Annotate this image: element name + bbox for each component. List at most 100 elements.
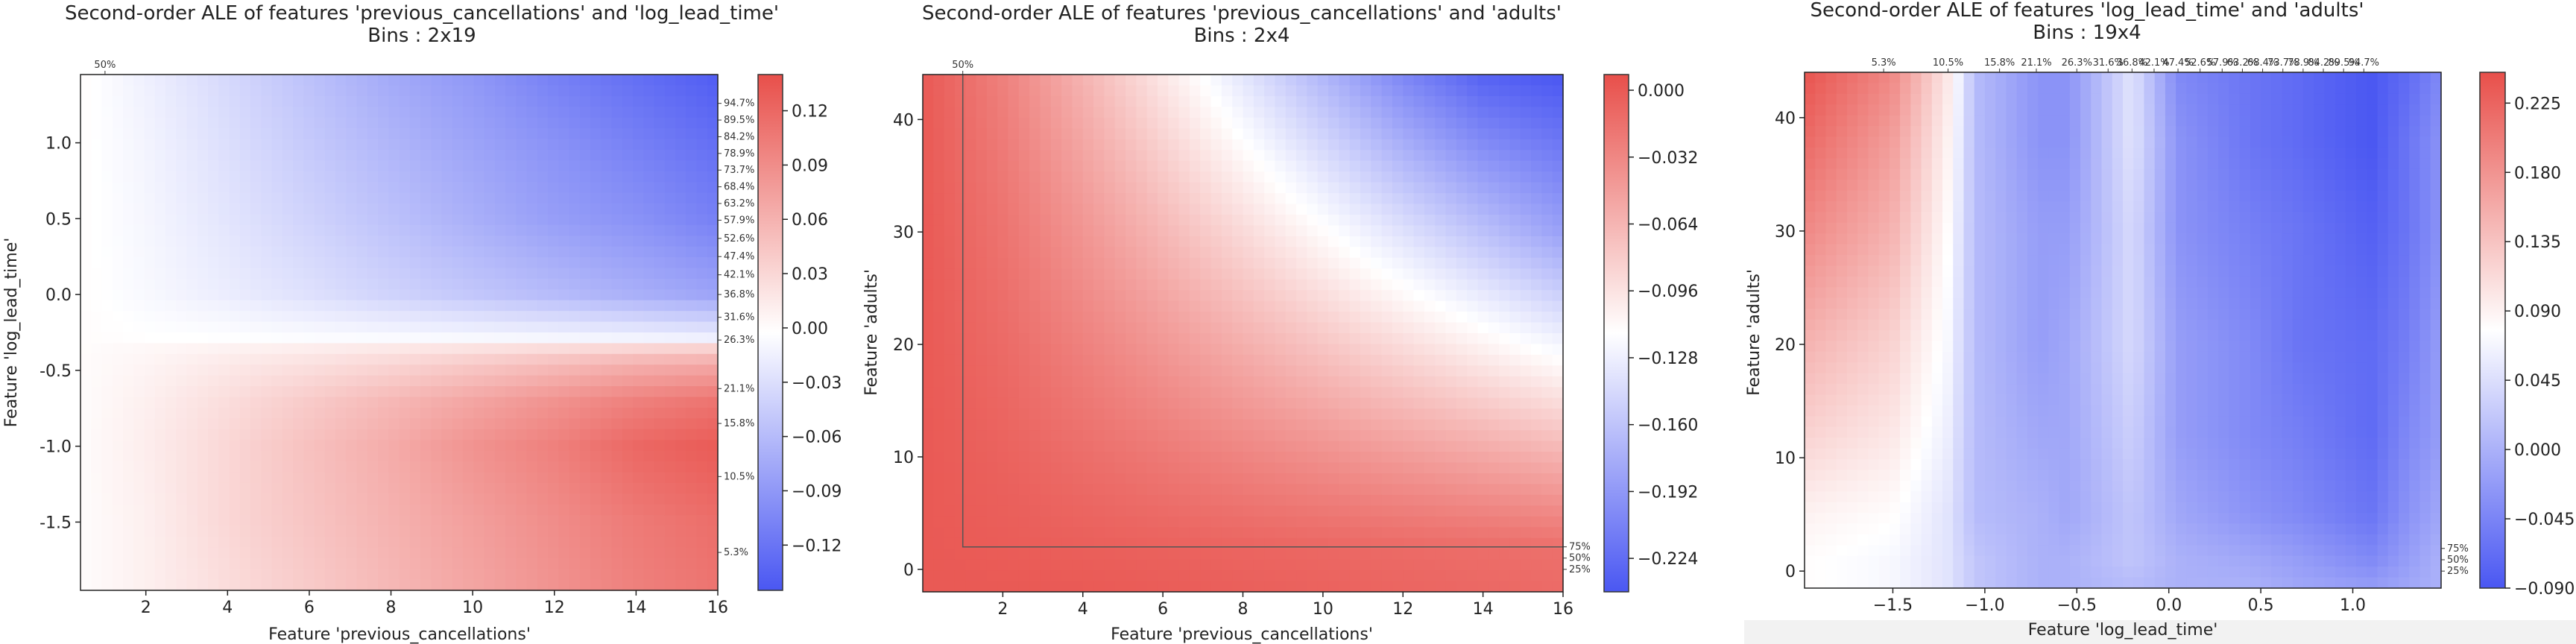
heat-cell: [1371, 85, 1383, 97]
heat-cell: [197, 547, 209, 559]
heat-cell: [431, 579, 443, 591]
heat-cell: [976, 441, 988, 452]
heat-cell: [965, 430, 977, 442]
heat-cell: [463, 472, 474, 484]
heat-cell: [654, 536, 666, 548]
heat-cell: [431, 85, 443, 97]
heat-cell: [622, 311, 634, 323]
heat-cell: [1126, 559, 1137, 571]
heat-cell: [123, 407, 134, 419]
heat-cell: [144, 515, 156, 527]
heat-cell: [1243, 376, 1254, 388]
heat-cell: [696, 332, 708, 344]
heat-cell: [1221, 193, 1233, 205]
heat-cell: [324, 246, 336, 258]
heat-cell: [250, 558, 262, 569]
heat-cell: [1168, 139, 1180, 151]
heat-cell: [1072, 225, 1084, 237]
heat-cell: [997, 516, 1009, 528]
heat-cell: [1146, 257, 1158, 269]
heat-cell: [101, 569, 113, 581]
heat-cell: [1275, 581, 1287, 593]
heat-cell: [548, 418, 559, 430]
heat-cell: [1349, 236, 1361, 247]
heat-cell: [112, 117, 124, 129]
heat-cell: [696, 192, 708, 204]
heat-cell: [1114, 570, 1126, 582]
heat-cell: [335, 95, 347, 107]
heat-cell: [229, 450, 241, 462]
heat-cell: [1221, 257, 1233, 269]
heat-cell: [154, 353, 166, 365]
heat-cell: [590, 75, 602, 86]
heat-cell: [409, 117, 421, 129]
heat-cell: [101, 117, 113, 129]
heat-cell: [1061, 279, 1073, 291]
heat-cell: [579, 579, 591, 591]
heat-cell: [1072, 193, 1084, 205]
heat-cell: [976, 537, 988, 549]
heat-cell: [1072, 581, 1084, 593]
heat-cell: [1146, 505, 1158, 517]
heat-cell: [944, 214, 956, 227]
right-percentile-label: 78.9%: [724, 148, 754, 160]
heat-cell: [1061, 75, 1073, 86]
heat-cell: [516, 289, 528, 301]
right-percentile-label: 31.6%: [724, 312, 754, 323]
heat-cell: [643, 139, 655, 151]
heat-cell: [954, 300, 966, 312]
heat-cell: [1168, 452, 1180, 464]
heat-cell: [335, 461, 347, 473]
heat-cell: [101, 182, 113, 194]
heat-cell: [1178, 85, 1190, 97]
heat-cell: [622, 107, 634, 119]
heat-cell: [112, 536, 124, 548]
heat-cell: [229, 397, 241, 408]
heat-cell: [686, 429, 698, 441]
heat-cell: [399, 278, 411, 290]
heat-cell: [1168, 419, 1180, 431]
heat-cell: [1072, 117, 1084, 129]
heat-cell: [1114, 322, 1126, 334]
heat-cell: [91, 139, 103, 151]
heat-cell: [399, 300, 411, 312]
heat-cell: [1168, 549, 1180, 561]
heat-cell: [208, 461, 219, 473]
heat-cell: [1200, 581, 1212, 593]
heat-cell: [954, 516, 966, 528]
heat-cell: [696, 224, 708, 236]
heat-cell: [452, 182, 464, 194]
heat-cell: [335, 117, 347, 129]
heat-cell: [484, 107, 496, 119]
heat-cell: [1328, 549, 1339, 561]
heat-cell: [986, 408, 998, 420]
heat-cell: [1157, 419, 1169, 431]
heat-cell: [463, 289, 474, 301]
heat-cell: [1072, 203, 1084, 215]
heat-cell: [186, 547, 198, 559]
heat-cell: [601, 236, 613, 247]
heat-cell: [101, 353, 113, 365]
heat-cell: [675, 246, 686, 258]
heat-cell: [346, 95, 358, 107]
heat-cell: [409, 558, 421, 569]
heat-cell: [526, 246, 538, 258]
heat-cell: [282, 203, 294, 215]
heat-cell: [622, 203, 634, 215]
heat-cell: [1104, 225, 1116, 237]
heat-cell: [133, 429, 145, 441]
heat-cell: [537, 192, 549, 204]
heat-cell: [1360, 344, 1371, 356]
heat-cell: [1072, 452, 1084, 464]
heat-cell: [986, 462, 998, 474]
heat-cell: [664, 300, 676, 312]
heat-cell: [986, 537, 998, 549]
heat-cell: [261, 515, 273, 527]
heat-cell: [101, 75, 113, 86]
heat-cell: [986, 203, 998, 215]
heat-cell: [976, 107, 988, 119]
heat-cell: [944, 473, 956, 485]
heat-cell: [176, 493, 188, 505]
heat-cell: [622, 504, 634, 516]
heat-cell: [420, 268, 432, 280]
